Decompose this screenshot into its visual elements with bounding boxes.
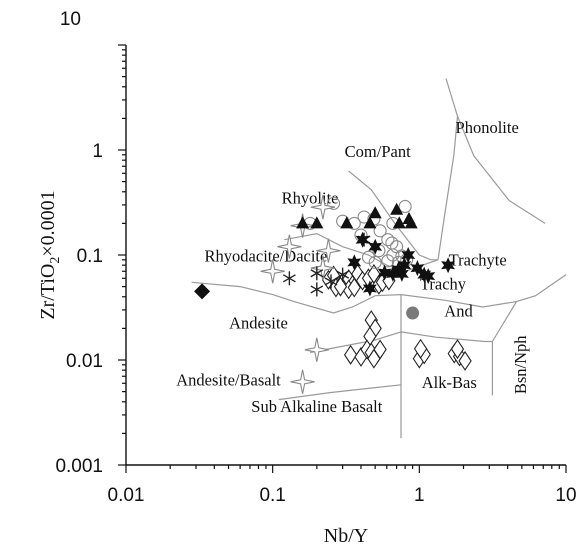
x-tick-label: 0.1 [259,485,285,506]
filled-star-point [397,257,412,274]
filled-star-point [391,261,406,278]
field-label: Phonolite [456,118,519,137]
trachyte-right-boundary [516,274,567,303]
open-circle-point [326,196,341,210]
open-diamond-point [347,277,361,298]
open-star-point [310,195,336,220]
y-axis-title-main: Zr/TiO [37,264,59,320]
y-tick-label: 10 [60,9,81,30]
field-label: Com/Pant [345,142,411,161]
filled-star-point [377,264,392,281]
filled-star-point [385,265,400,282]
filled-triangle-point [310,216,324,229]
open-diamond-point [333,276,348,297]
y-tick-label: 0.01 [66,351,103,372]
open-star-point [277,234,302,259]
filled-star-point [441,257,455,274]
field-label: And [444,301,473,320]
y-tick-label: 0.001 [55,456,103,477]
x-axis-title: Nb/Y [324,525,368,547]
open-diamond-point [343,344,358,365]
asterisk-point [336,267,350,282]
y-axis-title-suffix: ×0.0001 [37,190,59,256]
open-diamond-point [458,350,472,371]
open-diamond-point [367,348,381,369]
asterisk-stroke [324,277,338,286]
open-circle-point [373,224,387,238]
filled-triangle-point [392,216,406,229]
filled-circle-point [406,306,420,320]
filled-triangle-point [363,216,377,229]
andesite-andbasalt-boundary [309,331,402,354]
filled-diamond-point [194,283,211,300]
trachyand-alkbas-boundary [400,331,493,343]
y-tick-label: 1 [92,141,103,162]
field-label: Trachyte [449,251,507,270]
phonolite-left-boundary [437,78,459,260]
open-star-point [304,337,329,362]
filled-triangle-point [296,216,310,229]
open-circle-point [361,250,376,264]
open-circle-point [381,233,395,247]
asterisk-stroke [336,270,350,279]
phonolite-lower-boundary [456,115,546,224]
trachyte-trachyand-boundary [400,294,517,308]
filled-star-point [355,231,370,248]
filled-star-point [401,247,416,263]
open-circle-point [398,199,412,213]
y-axis-title-subscript: 2 [48,257,63,264]
andbasalt-subalkaline-boundary [278,384,402,401]
asterisk-point [282,271,296,286]
field-label: Bsn/Nph [511,335,530,394]
field-label: Rhyodacite/Dacite [205,246,328,265]
open-star-point [310,255,336,281]
asterisk-point [310,266,324,281]
asterisk-stroke [310,285,324,294]
field-label: Sub Alkaline Basalt [251,397,382,416]
asterisk-stroke [282,274,296,283]
y-axis-title: Zr/TiO2×0.0001 [37,190,63,319]
filled-star-point [362,280,377,297]
filled-star-point [410,260,425,277]
open-diamond-point [450,339,465,360]
open-star-point [316,238,341,263]
filled-star-point [394,265,409,282]
y-tick-label: 0.1 [77,246,103,267]
open-star-point [290,369,315,394]
filled-star-point [347,254,362,271]
field-label: Andesite [229,313,288,332]
open-diamond-point [413,338,428,359]
x-tick-label: 0.01 [108,485,145,506]
trachyand-bsnnph-boundary [491,301,518,342]
field-label: Andesite/Basalt [176,371,281,390]
x-tick-label: 1 [414,485,425,506]
data-points [194,195,472,394]
filled-triangle-point [390,202,404,215]
filled-triangle-point [368,206,382,219]
open-circle-point [368,255,382,269]
dacite-andesite-boundary [191,281,402,314]
filled-triangle-point [340,216,354,229]
field-label: Alk-Bas [422,373,477,392]
filled-star-point [368,238,383,255]
com-pant-rhyolite-boundary [348,170,438,261]
asterisk-point [324,274,338,289]
filled-star-point [421,268,436,285]
x-tick-label: 10 [555,485,576,506]
asterisk-point [310,282,324,297]
filled-triangle-point [404,216,418,229]
asterisk-stroke [310,269,324,278]
open-star-point [260,259,285,284]
